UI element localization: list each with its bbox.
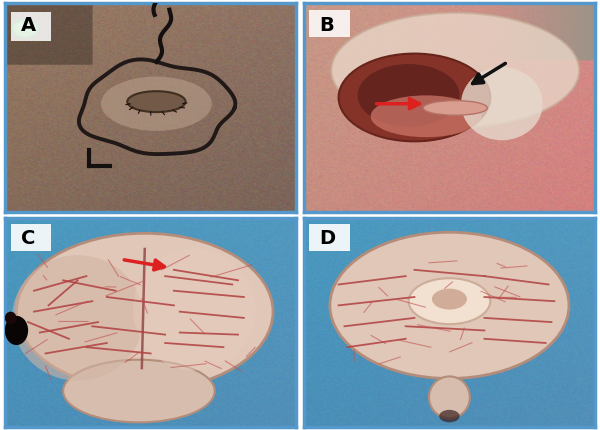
Text: A: A xyxy=(21,16,36,35)
Ellipse shape xyxy=(330,232,569,378)
Ellipse shape xyxy=(423,101,487,115)
Ellipse shape xyxy=(358,64,460,127)
Ellipse shape xyxy=(429,376,470,418)
Text: B: B xyxy=(320,16,334,35)
Ellipse shape xyxy=(63,360,215,422)
Ellipse shape xyxy=(371,95,481,137)
Text: C: C xyxy=(21,229,35,248)
Ellipse shape xyxy=(127,91,185,112)
Ellipse shape xyxy=(5,316,28,345)
Ellipse shape xyxy=(101,77,212,131)
Ellipse shape xyxy=(461,67,543,140)
Circle shape xyxy=(18,22,29,31)
Bar xyxy=(11,224,52,251)
Ellipse shape xyxy=(12,255,143,381)
Ellipse shape xyxy=(439,410,460,422)
Bar xyxy=(310,10,350,37)
Circle shape xyxy=(12,19,38,38)
Bar xyxy=(11,12,52,41)
Text: D: D xyxy=(320,229,336,248)
Ellipse shape xyxy=(338,54,490,141)
Ellipse shape xyxy=(5,312,16,324)
Ellipse shape xyxy=(432,289,467,310)
Bar xyxy=(310,224,350,251)
Ellipse shape xyxy=(16,233,273,390)
Ellipse shape xyxy=(409,278,490,324)
Ellipse shape xyxy=(133,249,256,370)
Ellipse shape xyxy=(331,13,579,128)
